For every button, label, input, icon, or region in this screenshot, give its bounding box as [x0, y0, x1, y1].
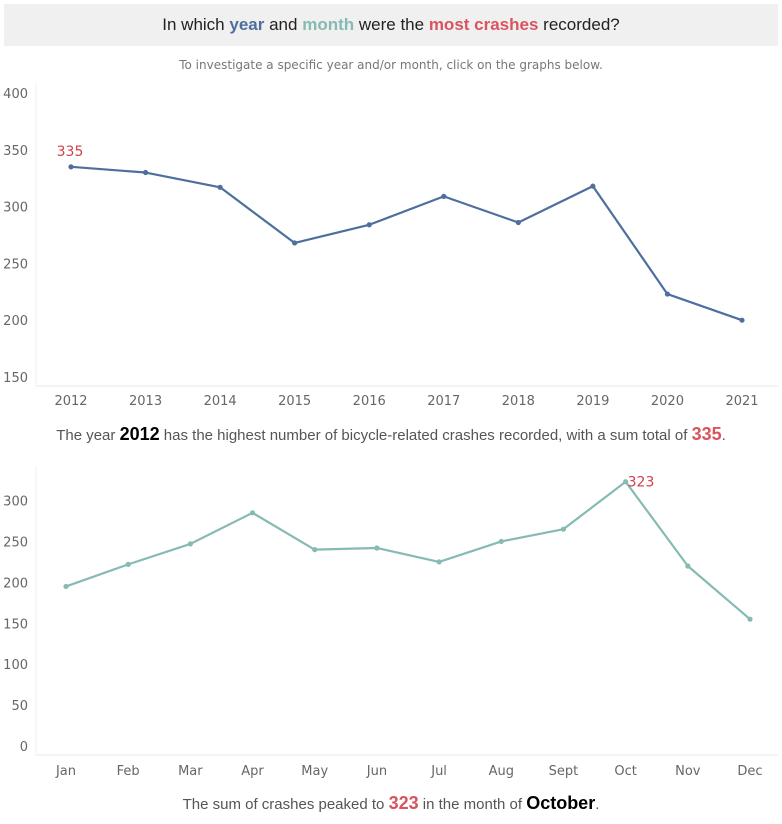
- year-data-point: [664, 291, 671, 297]
- year-data-point: [142, 169, 149, 176]
- month-y-tick-label: 100: [3, 658, 28, 673]
- month-y-tick-label: 50: [11, 699, 28, 714]
- month-x-tick-label: Apr: [241, 764, 264, 779]
- month-x-tick-label: Aug: [489, 764, 514, 779]
- month-data-point: [436, 559, 442, 565]
- instruction-subtitle: To investigate a specific year and/or mo…: [179, 58, 603, 72]
- question-most-crashes: most crashes: [428, 15, 539, 34]
- month-x-tick-label: Oct: [614, 764, 636, 779]
- year-data-point: [366, 222, 372, 228]
- year-caption-year: 2012: [119, 424, 160, 444]
- question-month-word: month: [302, 15, 355, 34]
- question-year-word: year: [229, 15, 265, 34]
- year-data-point: [590, 183, 596, 189]
- month-y-tick-label: 300: [3, 495, 28, 510]
- question-start: In which: [162, 15, 225, 34]
- month-data-point: [125, 561, 131, 567]
- year-x-tick-label: 2013: [129, 394, 162, 409]
- month-y-tick-label: 250: [3, 535, 28, 550]
- year-caption-mid: has the highest number of bicycle-relate…: [163, 427, 688, 444]
- year-data-point: [739, 317, 745, 323]
- month-data-point: [560, 526, 567, 532]
- year-data-point: [515, 219, 521, 226]
- year-series-line: [70, 165, 743, 322]
- month-caption-pre: The sum of crashes peaked to: [182, 796, 385, 813]
- month-x-tick-label: Jun: [366, 764, 387, 779]
- year-data-point: [68, 164, 74, 170]
- year-x-tick-label: 2018: [502, 394, 535, 409]
- month-data-point: [187, 541, 193, 547]
- month-caption: The sum of crashes peaked to 323 in the …: [0, 793, 782, 814]
- year-caption-end: .: [721, 427, 726, 444]
- year-caption-pre: The year: [56, 427, 116, 444]
- question-header: In which year and month were the most cr…: [4, 4, 778, 46]
- month-peak-annotation: 323: [628, 475, 655, 491]
- year-x-tick-label: 2020: [651, 394, 684, 409]
- month-data-point: [685, 563, 691, 569]
- month-y-tick-label: 150: [3, 617, 28, 632]
- month-x-tick-label: Dec: [737, 764, 762, 779]
- month-x-tick-label: Mar: [178, 764, 203, 779]
- year-x-tick-label: 2015: [278, 394, 311, 409]
- year-x-tick-label: 2012: [54, 394, 87, 409]
- question-end: recorded?: [543, 15, 620, 34]
- year-x-tick-label: 2016: [353, 394, 386, 409]
- year-y-tick-label: 150: [3, 371, 28, 386]
- year-x-tick-label: 2021: [725, 394, 758, 409]
- year-y-tick-label: 200: [3, 314, 28, 329]
- month-caption-total: 323: [388, 793, 419, 813]
- year-x-tick-label: 2014: [204, 394, 237, 409]
- year-y-tick-label: 300: [3, 201, 28, 216]
- year-data-point: [292, 240, 298, 246]
- month-caption-mid: in the month of: [422, 796, 523, 813]
- year-peak-annotation: 335: [57, 144, 84, 160]
- month-data-point: [498, 538, 504, 545]
- month-x-tick-label: Jan: [55, 764, 76, 779]
- question-were-the: were the: [358, 15, 425, 34]
- month-data-point: [312, 547, 318, 553]
- month-x-tick-label: Sept: [549, 764, 579, 779]
- year-y-tick-label: 400: [3, 87, 28, 102]
- year-caption: The year 2012 has the highest number of …: [0, 424, 782, 445]
- month-series-line: [65, 480, 751, 621]
- year-x-tick-label: 2017: [427, 394, 460, 409]
- month-data-point: [374, 545, 380, 551]
- month-y-tick-label: 200: [3, 576, 28, 591]
- year-data-point: [217, 184, 223, 190]
- month-x-tick-label: Nov: [675, 764, 701, 779]
- month-caption-month: October: [526, 793, 596, 813]
- year-y-tick-label: 250: [3, 257, 28, 272]
- month-data-point: [623, 479, 629, 485]
- month-x-tick-label: Jul: [430, 764, 447, 779]
- month-y-tick-label: 0: [20, 740, 28, 755]
- month-data-point: [249, 510, 256, 516]
- year-data-point: [441, 193, 447, 199]
- month-caption-end: .: [595, 796, 600, 813]
- year-caption-total: 335: [691, 424, 722, 444]
- month-data-point: [63, 583, 69, 590]
- question-and: and: [269, 15, 298, 34]
- monthly-crashes-chart[interactable]: 0 50 100 150 200 250 300 Jan Feb Mar Apr May Jun Jul A…: [0, 460, 782, 790]
- yearly-crashes-chart[interactable]: 150 200 250 300 350 400 2012 2013 2014 2015 2016 20…: [0, 78, 782, 418]
- month-x-tick-label: May: [301, 764, 328, 779]
- month-data-point: [747, 616, 753, 622]
- year-x-tick-label: 2019: [576, 394, 609, 409]
- month-x-tick-label: Feb: [117, 764, 140, 779]
- year-y-tick-label: 350: [3, 144, 28, 159]
